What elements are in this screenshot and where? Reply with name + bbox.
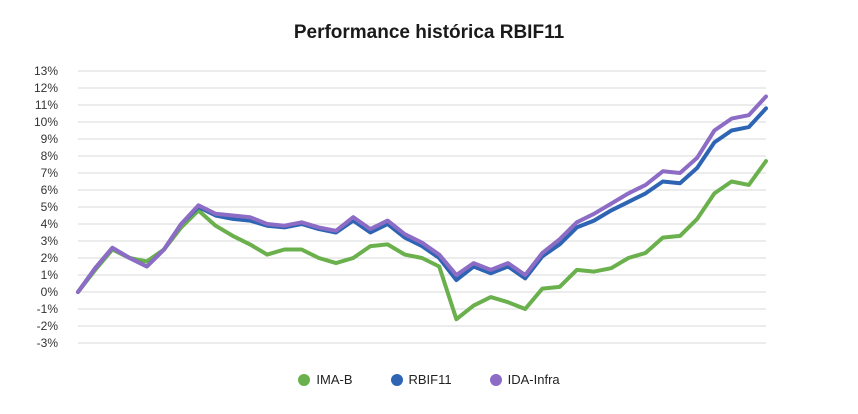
y-axis-ticks: -3% -2% -1% 0% 1% 2% 3% 4% 5% 6% 7% 8% 9% 10% 11% 12% 13… [34,64,58,350]
grid-lines [78,70,766,344]
y-tick-label: 12% [34,81,58,95]
legend-item-ima-b: IMA-B [298,372,353,387]
y-tick-label: -2% [37,319,59,333]
y-tick-label: 8% [41,149,59,163]
y-tick-label: -3% [37,336,59,350]
y-tick-label: 4% [41,217,59,231]
y-tick-label: -1% [37,302,59,316]
y-tick-label: 2% [41,251,59,265]
series-line-ima-b [76,159,768,322]
y-tick-label: 13% [34,64,58,78]
y-tick-label: 6% [41,183,59,197]
y-tick-label: 1% [41,268,59,282]
series-line-rbif11 [76,106,768,294]
legend-item-rbif11: RBIF11 [390,372,452,387]
legend-marker [489,373,502,386]
legend-label: IMA-B [316,372,353,387]
series-lines [76,94,768,322]
chart-title: Performance histórica RBIF11 [293,22,565,43]
y-tick-label: 5% [41,200,59,214]
y-tick-label: 9% [41,132,59,146]
legend-label: RBIF11 [408,372,452,387]
series-line-ida-infra [76,94,768,294]
legend: IMA-B RBIF11 IDA-Infra [0,372,858,387]
y-tick-label: 7% [41,166,59,180]
legend-marker [298,373,311,386]
legend-item-ida-infra: IDA-Infra [489,372,560,387]
legend-label: IDA-Infra [507,372,560,387]
y-tick-label: 10% [34,115,58,129]
y-tick-label: 0% [41,285,59,299]
y-tick-label: 3% [41,234,59,248]
legend-marker [390,373,403,386]
y-tick-label: 11% [35,98,58,112]
